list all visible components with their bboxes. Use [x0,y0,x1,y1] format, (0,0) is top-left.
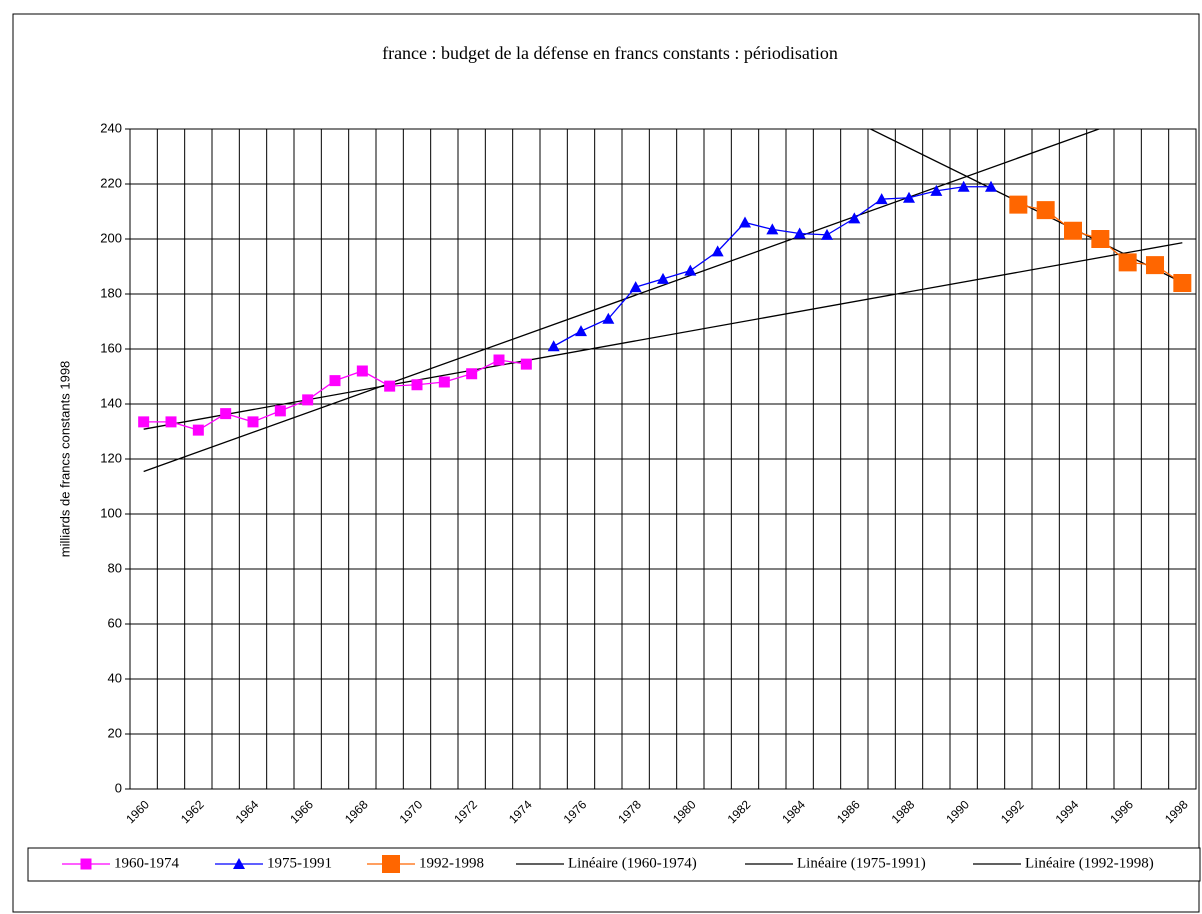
chart-title: france : budget de la défense en francs … [382,43,838,63]
legend-label: Linéaire (1992-1998) [1025,855,1154,871]
plot-border [129,128,1197,790]
marker [329,375,341,387]
marker [384,380,396,392]
marker [302,394,314,406]
marker [629,281,642,293]
marker [930,184,943,196]
y-tick-label: 200 [100,230,122,245]
marker [466,368,478,380]
marker [766,223,779,235]
legend-label: 1992-1998 [419,855,484,871]
legend-label: Linéaire (1975-1991) [797,855,926,871]
marker [1091,230,1110,248]
marker [547,340,560,352]
marker [793,227,806,239]
marker [356,365,368,377]
y-tick-label: 100 [100,505,122,520]
marker [875,193,888,205]
trendline [869,129,1183,284]
marker [848,212,861,224]
marker [274,405,286,417]
marker [438,376,450,388]
legend-label: 1960-1974 [114,855,179,871]
marker [220,408,232,420]
marker [1064,221,1082,240]
marker [602,312,615,324]
marker [711,245,724,257]
y-tick-label: 20 [108,725,122,740]
marker [985,180,997,192]
y-tick-label: 40 [108,670,122,685]
y-tick-label: 60 [108,615,122,630]
marker [1036,201,1055,220]
marker [1009,195,1028,214]
chart-border [12,13,1200,913]
marker [192,424,204,436]
marker [903,191,915,203]
marker [1146,256,1164,275]
marker [138,416,150,428]
marker [575,325,587,337]
y-tick-label: 160 [100,340,122,355]
marker [1173,274,1192,292]
marker [493,354,505,366]
marker [80,858,92,870]
marker [957,180,970,192]
y-tick-label: 240 [100,120,122,135]
marker [165,416,177,428]
y-tick-label: 120 [100,450,122,465]
legend-label: Linéaire (1960-1974) [568,855,697,871]
marker [411,379,423,391]
trend-group [143,129,1183,473]
y-tick-label: 140 [100,395,122,410]
marker [247,416,259,428]
marker [657,272,669,284]
y-tick-label: 80 [108,560,122,575]
marker [520,358,532,370]
trendline [143,129,1101,473]
marker [684,264,697,276]
marker [382,855,400,873]
marker [739,216,751,228]
marker [233,858,245,869]
y-tick-label: 180 [100,285,122,300]
y-tick-label: 220 [100,175,122,190]
legend-label: 1975-1991 [267,855,332,871]
y-tick-label: 0 [115,780,122,795]
marker [1118,253,1137,272]
y-axis-label: milliards de francs constants 1998 [57,361,72,558]
marker [821,228,833,240]
trendline [143,242,1183,430]
